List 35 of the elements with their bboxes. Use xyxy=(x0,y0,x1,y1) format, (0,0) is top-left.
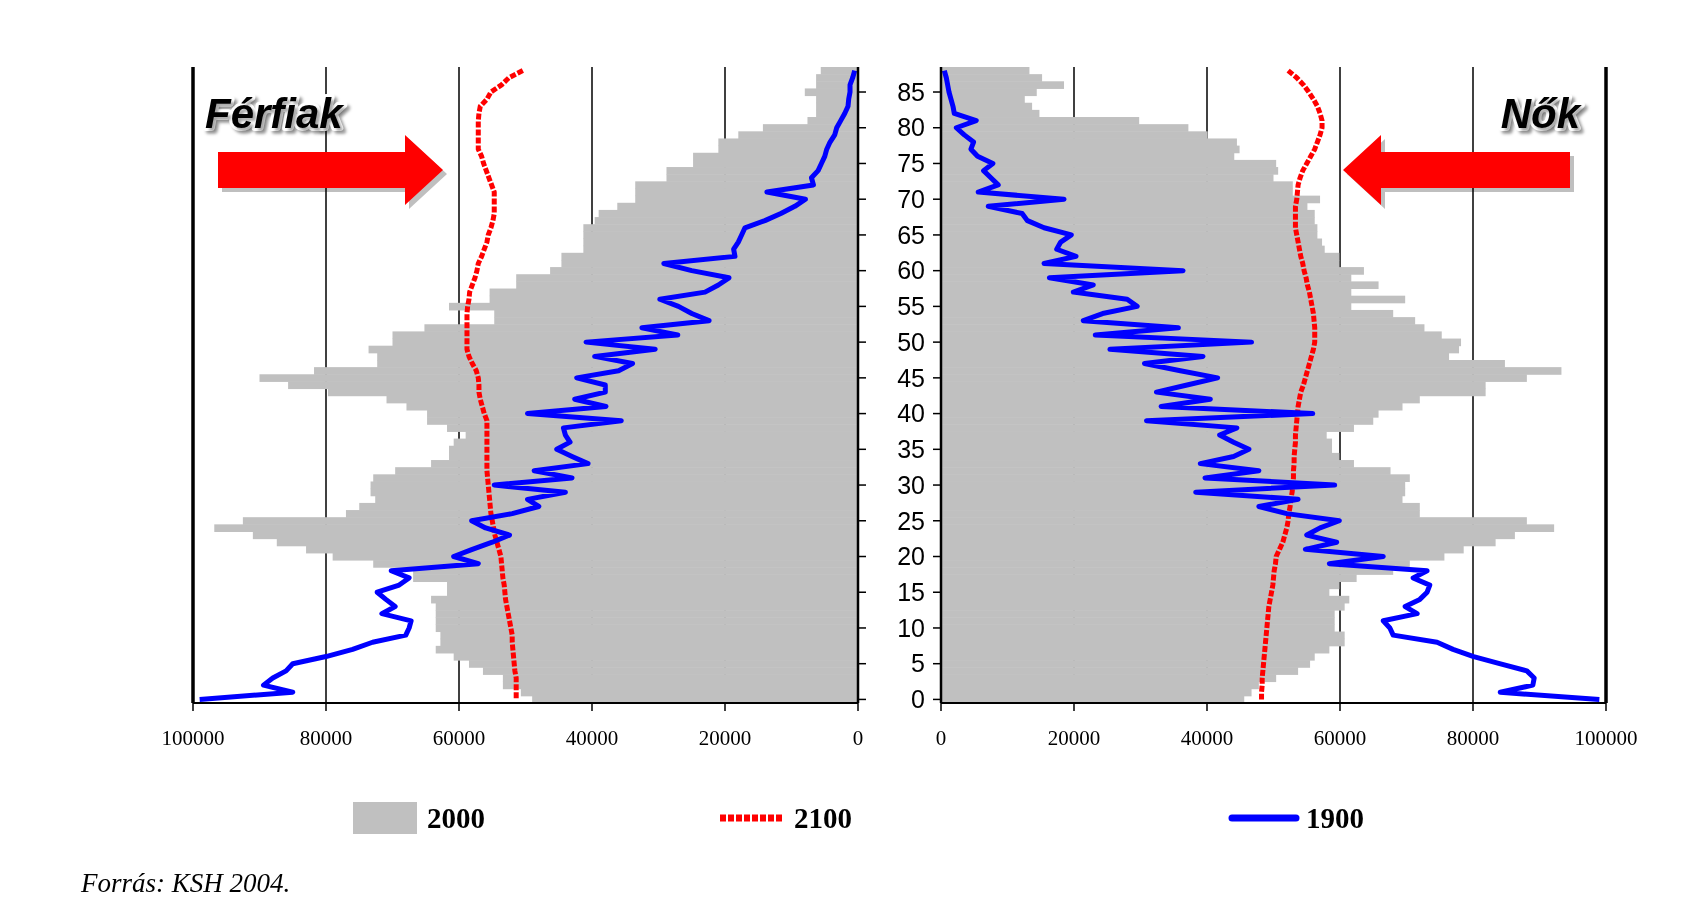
x-tick-label: 40000 xyxy=(1180,726,1234,750)
text: Nők xyxy=(1500,90,1583,137)
y-tick-label: 60 xyxy=(897,256,925,285)
x-tick-label: 100000 xyxy=(1574,726,1638,750)
legend-label: 2000 xyxy=(427,802,485,835)
x-tick-label: 0 xyxy=(935,726,947,750)
y-tick-label: 45 xyxy=(897,363,925,392)
x-tick-label: 40000 xyxy=(565,726,619,750)
legend-label: 1900 xyxy=(1306,802,1364,835)
y-tick-label: 5 xyxy=(911,649,925,678)
x-tick-label: 80000 xyxy=(1446,726,1500,750)
y-tick-label: 10 xyxy=(897,613,925,642)
x-tick-label: 20000 xyxy=(698,726,752,750)
x-tick-label: 60000 xyxy=(432,726,486,750)
x-tick-label: 80000 xyxy=(299,726,353,750)
y-tick-label: 65 xyxy=(897,220,925,249)
y-tick-label: 75 xyxy=(897,149,925,178)
y-tick-label: 40 xyxy=(897,399,925,428)
y-tick-label: 20 xyxy=(897,542,925,571)
y-tick-label: 0 xyxy=(911,685,925,714)
x-tick-label: 20000 xyxy=(1047,726,1101,750)
y-tick-label: 55 xyxy=(897,292,925,321)
y-tick-label: 30 xyxy=(897,470,925,499)
x-tick-label: 100000 xyxy=(161,726,225,750)
y-tick-label: 35 xyxy=(897,435,925,464)
y-tick-label: 50 xyxy=(897,327,925,356)
y-tick-label: 15 xyxy=(897,577,925,606)
y-tick-label: 85 xyxy=(897,77,925,106)
x-tick-label: 60000 xyxy=(1313,726,1367,750)
text: Forrás: KSH 2004. xyxy=(80,868,291,898)
y-tick-label: 80 xyxy=(897,113,925,142)
x-tick-label: 0 xyxy=(852,726,864,750)
y-tick-label: 70 xyxy=(897,184,925,213)
legend-label: 2100 xyxy=(794,802,852,835)
y-tick-label: 25 xyxy=(897,506,925,535)
